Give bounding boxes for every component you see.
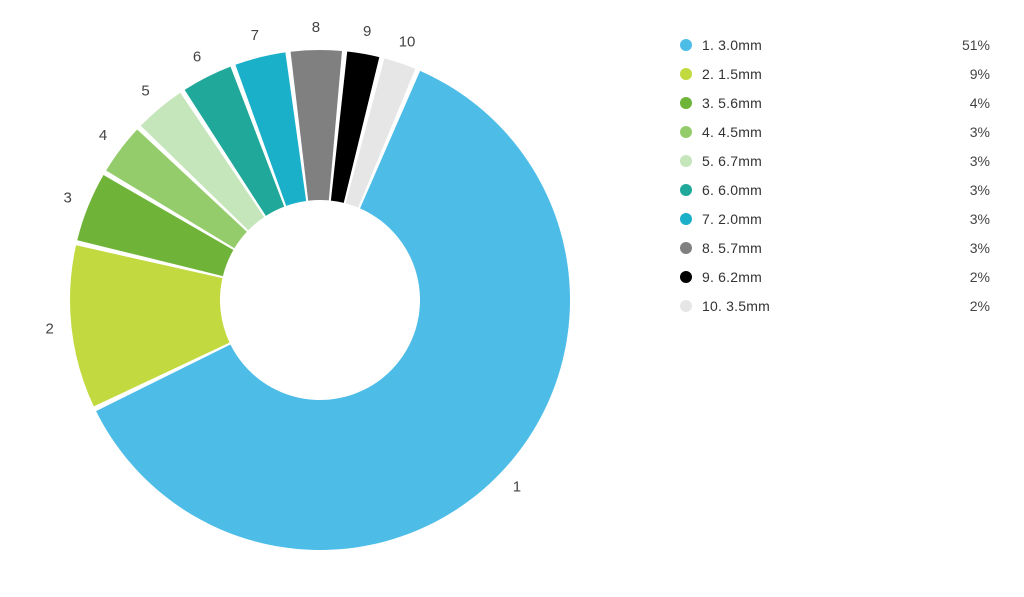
legend-percent: 4% — [970, 95, 990, 111]
legend-percent: 3% — [970, 124, 990, 140]
legend-row: 5. 6.7mm3% — [680, 146, 990, 175]
legend-label: 10. 3.5mm — [702, 298, 970, 314]
legend-label: 5. 6.7mm — [702, 153, 970, 169]
legend-row: 4. 4.5mm3% — [680, 117, 990, 146]
legend-swatch — [680, 213, 692, 225]
legend-label: 8. 5.7mm — [702, 240, 970, 256]
legend-row: 9. 6.2mm2% — [680, 262, 990, 291]
legend-swatch — [680, 97, 692, 109]
legend-row: 8. 5.7mm3% — [680, 233, 990, 262]
legend-percent: 3% — [970, 240, 990, 256]
legend-percent: 3% — [970, 211, 990, 227]
slice-outer-label: 5 — [141, 82, 149, 99]
legend-swatch — [680, 68, 692, 80]
slice-outer-label: 6 — [193, 48, 201, 65]
legend-row: 10. 3.5mm2% — [680, 291, 990, 320]
legend-row: 2. 1.5mm9% — [680, 59, 990, 88]
slice-outer-label: 4 — [99, 127, 107, 144]
chart-legend: 1. 3.0mm51%2. 1.5mm9%3. 5.6mm4%4. 4.5mm3… — [680, 30, 990, 320]
legend-label: 1. 3.0mm — [702, 37, 962, 53]
legend-percent: 9% — [970, 66, 990, 82]
legend-swatch — [680, 126, 692, 138]
legend-percent: 2% — [970, 269, 990, 285]
slice-outer-label: 3 — [63, 189, 71, 206]
legend-label: 2. 1.5mm — [702, 66, 970, 82]
slice-outer-label: 1 — [513, 479, 521, 496]
legend-label: 7. 2.0mm — [702, 211, 970, 227]
legend-row: 1. 3.0mm51% — [680, 30, 990, 59]
legend-swatch — [680, 39, 692, 51]
slice-outer-label: 9 — [363, 23, 371, 40]
legend-percent: 51% — [962, 37, 990, 53]
legend-swatch — [680, 271, 692, 283]
legend-swatch — [680, 184, 692, 196]
legend-label: 6. 6.0mm — [702, 182, 970, 198]
legend-row: 3. 5.6mm4% — [680, 88, 990, 117]
legend-row: 6. 6.0mm3% — [680, 175, 990, 204]
slice-outer-label: 7 — [251, 27, 259, 44]
legend-label: 4. 4.5mm — [702, 124, 970, 140]
legend-label: 3. 5.6mm — [702, 95, 970, 111]
legend-percent: 3% — [970, 182, 990, 198]
legend-percent: 2% — [970, 298, 990, 314]
slice-outer-label: 10 — [399, 33, 416, 50]
donut-chart: 1 2 3 4 5 6 7 8 9 10 — [40, 20, 600, 580]
legend-label: 9. 6.2mm — [702, 269, 970, 285]
legend-row: 7. 2.0mm3% — [680, 204, 990, 233]
legend-swatch — [680, 242, 692, 254]
slice-outer-label: 8 — [312, 20, 320, 36]
legend-swatch — [680, 300, 692, 312]
legend-swatch — [680, 155, 692, 167]
slice-outer-label: 2 — [45, 321, 53, 338]
legend-percent: 3% — [970, 153, 990, 169]
